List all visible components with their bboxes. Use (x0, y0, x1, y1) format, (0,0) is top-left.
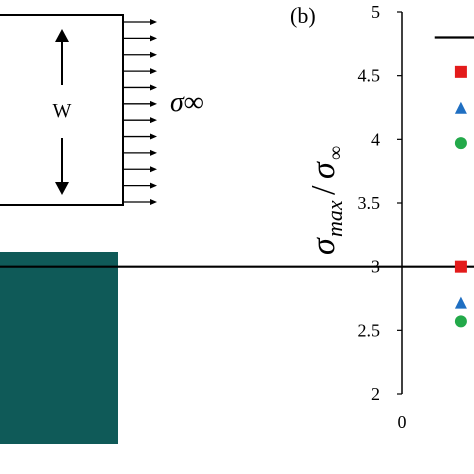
y-tick-label: 4 (371, 129, 380, 149)
tension-arrow (124, 68, 157, 75)
tension-arrow (124, 166, 157, 173)
plate-diagram: W σ∞ (0, 14, 204, 206)
data-point-circle (454, 315, 467, 328)
tension-arrow (124, 51, 157, 58)
x-ticks: 0 (398, 412, 407, 432)
y-label-denominator-sub: ∞ (325, 146, 347, 160)
tension-arrow (124, 182, 157, 189)
plate-outline (0, 14, 124, 206)
plate-micrograph (0, 252, 118, 444)
data-point-square (454, 65, 467, 78)
panel-label: (b) (290, 3, 316, 28)
tension-arrow (124, 100, 157, 107)
data-point-circle (454, 137, 467, 150)
tension-arrow (124, 117, 157, 124)
tension-arrow (124, 199, 157, 205)
y-tick-label: 5 (371, 2, 380, 22)
y-tick-label: 2 (371, 384, 380, 404)
y-tick-label: 2.5 (358, 320, 381, 340)
width-label: W (53, 100, 72, 122)
tension-arrow (124, 133, 157, 140)
tension-arrow (124, 35, 157, 42)
data-point-square (454, 260, 467, 273)
y-label-denominator: σ (305, 161, 342, 179)
tension-arrows (124, 19, 157, 205)
stress-label: σ∞ (170, 87, 204, 118)
y-tick-label: 3.5 (358, 193, 381, 213)
y-tick-label: 4.5 (358, 66, 381, 86)
y-axis-label: σ max / σ ∞ (305, 146, 347, 255)
reference-lines (0, 36, 474, 268)
tension-arrow (124, 84, 157, 91)
y-label-numerator: σ (305, 237, 342, 255)
data-point-triangle (454, 101, 467, 114)
y-label-slash: / (305, 185, 342, 195)
tension-arrow (124, 19, 157, 25)
data-points (454, 65, 467, 328)
x-tick-label: 0 (398, 412, 407, 432)
width-arrow (55, 29, 69, 195)
y-label-numerator-sub: max (322, 200, 347, 237)
y-ticks: 22.533.544.55 (358, 2, 402, 404)
data-point-triangle (454, 296, 467, 309)
tension-arrow (124, 149, 157, 156)
chart: (b) σ max / σ ∞ 22.533.544.55 0 (0, 2, 474, 432)
